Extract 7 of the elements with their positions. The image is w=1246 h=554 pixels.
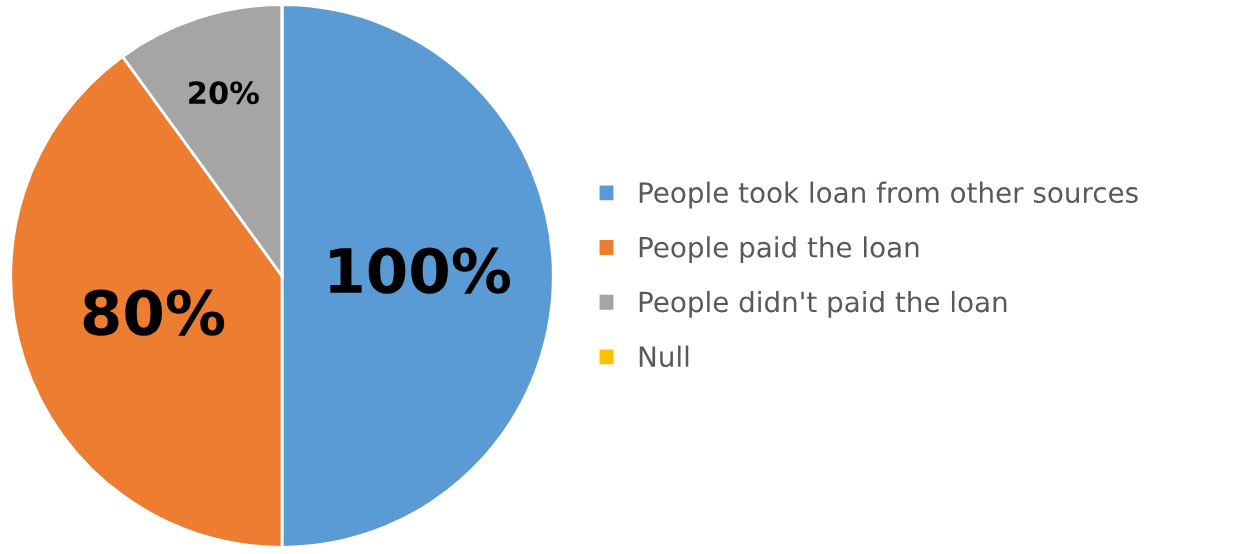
data-label: 20%: [189, 81, 259, 105]
legend-label: Null: [639, 345, 689, 368]
data-label: 80%: [83, 289, 225, 336]
legend-label: People took loan from other sources: [639, 181, 1138, 209]
legend-label: People paid the loan: [639, 236, 919, 264]
legend-label: People didn't paid the loan: [639, 290, 1007, 318]
data-label: 100%: [330, 247, 511, 294]
